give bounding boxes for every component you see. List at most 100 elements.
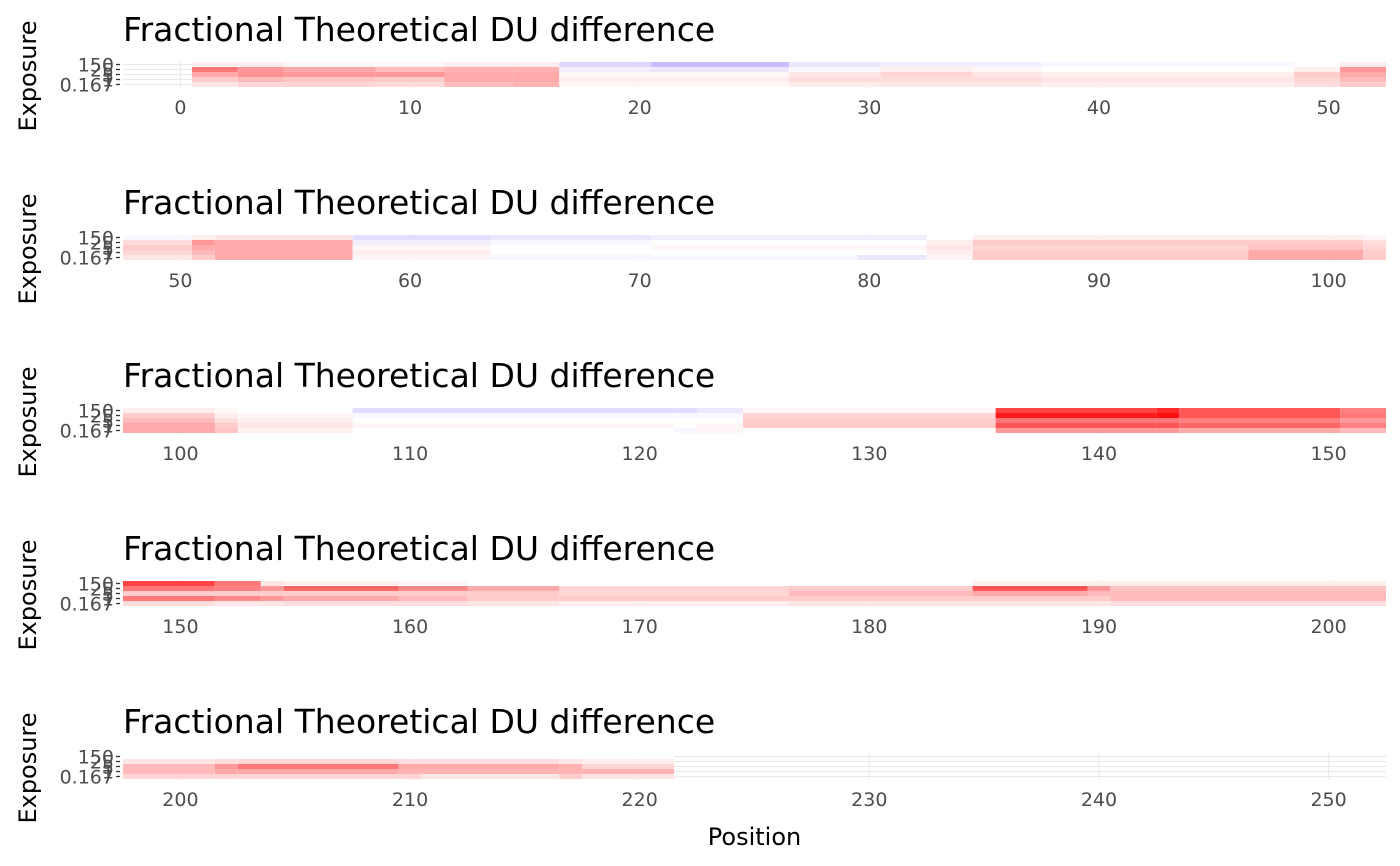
heatmap-cell [214,235,353,240]
heatmap-cell [123,428,215,433]
heatmap-cell [123,769,215,774]
heatmap-cell [513,82,560,87]
heatmap-cell [214,764,238,769]
heatmap-cell [123,764,215,769]
heatmap-cell [697,408,744,413]
heatmap-cell [191,245,215,250]
heatmap-cell [582,764,675,769]
heatmap-cell [490,245,652,250]
heatmap-cell [352,408,675,413]
heatmap-cell [490,235,652,240]
heatmap-cell [260,581,284,586]
y-tick-label: 1 [102,70,114,92]
heatmap-cell [237,62,284,67]
heatmap-cell [972,596,1088,601]
heatmap-cell [237,77,284,82]
heatmap-cell [214,769,238,774]
heatmap-cell [214,250,353,255]
x-tick-label: 30 [857,97,881,119]
heatmap-cell [352,240,491,245]
heatmap-cell [857,245,927,250]
heatmap-cell [1110,581,1386,586]
heatmap-cell [1248,235,1364,240]
heatmap-cell [283,82,376,87]
x-tick-label: 180 [851,616,887,638]
heatmap-cell [1340,428,1386,433]
heatmap-cell [559,774,583,779]
heatmap-panel-2: Fractional Theoretical DU difference 0.16… [14,183,1386,305]
heatmap-cell [237,774,399,779]
heatmap-cell [1087,601,1111,606]
heatmap-cell [123,413,215,418]
heatmap-cell [283,596,399,601]
heatmap-cell [421,759,560,764]
heatmap-cell [283,601,399,606]
heatmap-cell [1248,245,1364,250]
heatmap-cell [1248,240,1364,245]
heatmap-cell [880,77,973,82]
heatmap-cell [1340,72,1386,77]
heatmap-cell [352,245,491,250]
heatmap-cell [1156,418,1180,423]
heatmap-cell [880,67,973,72]
y-tick-label: 5 [102,757,114,779]
heatmap-cell [123,601,215,606]
heatmap-cell [123,408,215,413]
x-axis-title: Position [708,823,801,851]
heatmap-cell [191,240,215,245]
heatmap-cell [352,255,491,260]
heatmap-cell [1156,423,1180,428]
heatmap-cell [352,235,491,240]
heatmap-cell [972,245,1249,250]
heatmap-cell [674,413,698,418]
heatmap-cell [972,235,1249,240]
heatmap-cell [214,581,261,586]
heatmap-cell [559,72,652,77]
heatmap-cell [995,423,1157,428]
heatmap-cell [559,77,652,82]
y-axis-title: Exposure [14,712,42,823]
heatmap-cell [123,245,192,250]
x-tick-label: 200 [1310,616,1346,638]
heatmap-cell [674,418,698,423]
heatmap-cell [972,250,1249,255]
heatmap-cell [260,586,284,591]
x-tick-label: 60 [398,270,422,292]
heatmap-cell [1363,235,1386,240]
heatmap-cell [237,67,284,72]
heatmap-cell [559,586,789,591]
heatmap-cell [513,67,560,72]
heatmap-cell [444,62,514,67]
heatmap-cell [651,235,858,240]
heatmap-cell [123,235,192,240]
heatmap-cell [214,754,238,759]
y-tick-label: 5 [102,238,114,260]
x-tick-label: 110 [392,443,428,465]
heatmap-cell [123,240,192,245]
heatmap-cell [1156,413,1180,418]
heatmap-cell [651,250,858,255]
heatmap-cell [214,413,238,418]
heatmap-cell [1041,77,1295,82]
heatmap-cell [352,418,675,423]
heatmap-cell [788,586,973,591]
heatmap-cell [651,245,858,250]
heatmap-cell [743,428,996,433]
y-tick-label: 25 [90,752,114,774]
y-tick-label: 25 [90,233,114,255]
heatmap-cell [651,72,789,77]
heatmap-cell [788,581,973,586]
heatmap-cell [788,596,973,601]
x-tick-label: 10 [398,97,422,119]
heatmap-cell [559,769,583,774]
x-tick-label: 120 [622,443,658,465]
x-tick-label: 0 [174,97,186,119]
heatmap-cell [972,591,1088,596]
heatmap-cell [123,591,215,596]
heatmap-cell [214,596,261,601]
heatmap-cell [375,72,445,77]
heatmap-cell [237,754,399,759]
panel-title: Fractional Theoretical DU difference [123,10,715,49]
heatmap-cell [1156,408,1180,413]
heatmap-cell [237,408,353,413]
